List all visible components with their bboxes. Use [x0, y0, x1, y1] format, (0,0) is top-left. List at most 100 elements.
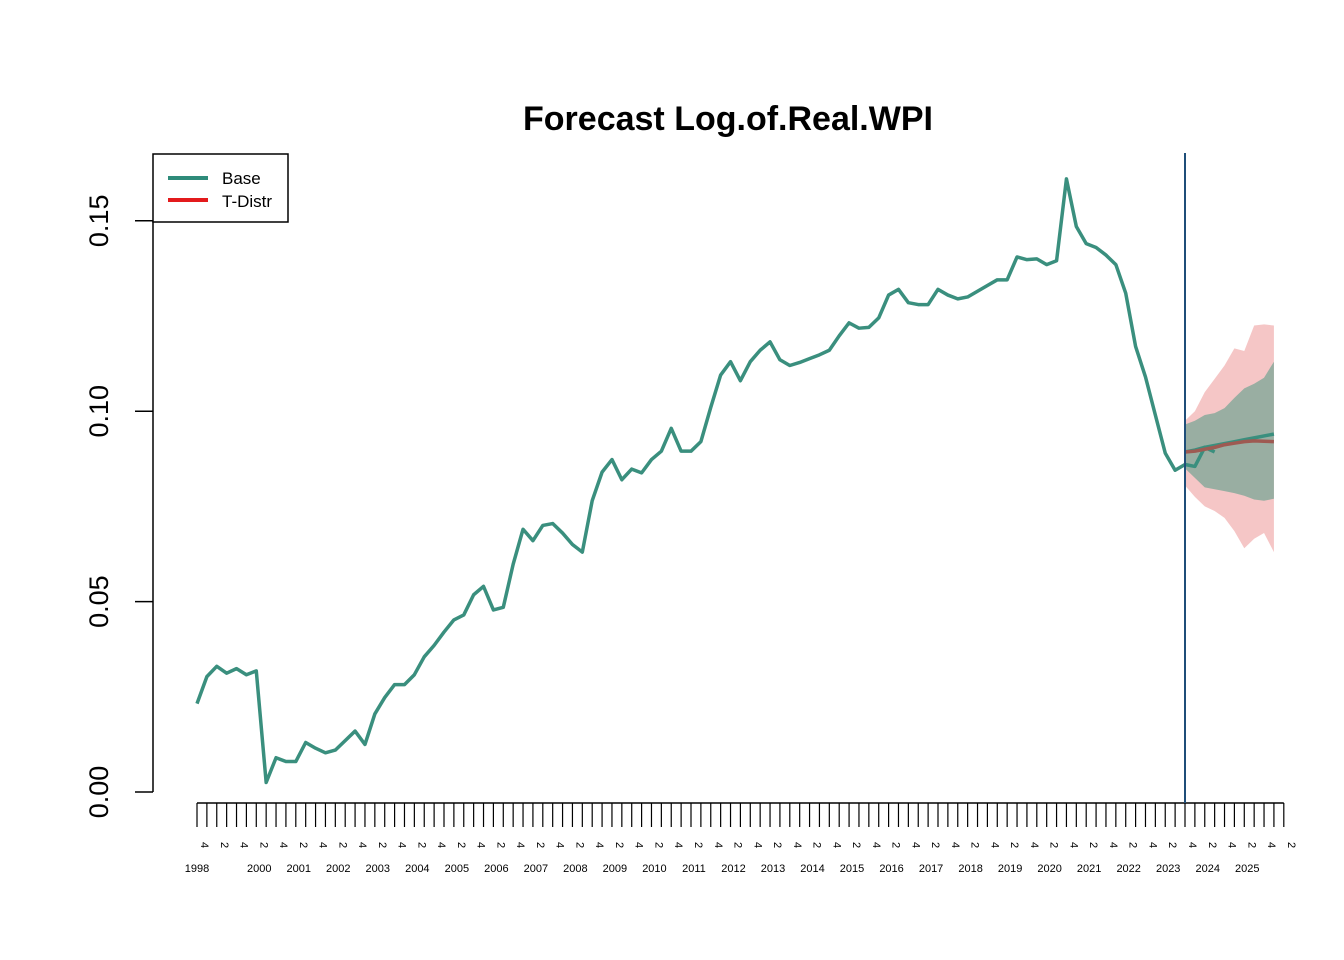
- x-quarter-label: 2: [1245, 842, 1257, 848]
- x-quarter-label: 4: [1146, 842, 1158, 848]
- x-year-label: 2014: [800, 863, 824, 875]
- chart-title: Forecast Log.of.Real.WPI: [523, 100, 933, 138]
- x-year-label: 2017: [919, 863, 943, 875]
- x-quarter-label: 4: [1067, 842, 1079, 848]
- x-year-label: 2018: [958, 863, 982, 875]
- x-quarter-label: 4: [238, 842, 250, 848]
- series-line: [195, 177, 1216, 785]
- x-quarter-label: 4: [830, 842, 842, 848]
- x-year-label: 2002: [326, 863, 350, 875]
- x-year-label: 2003: [366, 863, 390, 875]
- forecast-band: [1185, 361, 1274, 501]
- x-quarter-label: 2: [455, 842, 467, 848]
- x-year-label: 2021: [1077, 863, 1101, 875]
- x-year-label: 2000: [247, 863, 271, 875]
- x-quarter-label: 2: [1206, 842, 1218, 848]
- x-year-label: 2007: [524, 863, 548, 875]
- x-quarter-label: 4: [909, 842, 921, 848]
- x-quarter-label: 2: [1285, 842, 1297, 848]
- x-year-label: 2023: [1156, 863, 1180, 875]
- x-year-label: 2015: [840, 863, 864, 875]
- x-quarter-label: 4: [672, 842, 684, 848]
- x-quarter-label: 4: [198, 842, 210, 848]
- x-quarter-label: 4: [949, 842, 961, 848]
- x-quarter-label: 2: [218, 842, 230, 848]
- x-quarter-label: 4: [791, 842, 803, 848]
- x-quarter-label: 2: [1166, 842, 1178, 848]
- x-quarter-label: 4: [435, 842, 447, 848]
- y-tick-label: 0.05: [84, 575, 114, 628]
- x-quarter-label: 2: [850, 842, 862, 848]
- x-quarter-label: 2: [1048, 842, 1060, 848]
- legend-box: [152, 153, 289, 223]
- x-quarter-label: 2: [257, 842, 269, 848]
- x-quarter-label: 2: [692, 842, 704, 848]
- x-quarter-label: 2: [732, 842, 744, 848]
- x-quarter-label: 4: [475, 842, 487, 848]
- x-year-label: 2010: [642, 863, 666, 875]
- x-quarter-label: 2: [1127, 842, 1139, 848]
- x-quarter-label: 2: [376, 842, 388, 848]
- x-quarter-label: 2: [1087, 842, 1099, 848]
- x-quarter-label: 2: [415, 842, 427, 848]
- x-quarter-label: 4: [633, 842, 645, 848]
- x-year-label: 2009: [603, 863, 627, 875]
- x-quarter-label: 2: [929, 842, 941, 848]
- x-quarter-label: 2: [771, 842, 783, 848]
- x-year-label: 2001: [287, 863, 311, 875]
- x-quarter-label: 2: [811, 842, 823, 848]
- x-quarter-label: 2: [297, 842, 309, 848]
- x-quarter-label: 2: [534, 842, 546, 848]
- x-quarter-label: 2: [573, 842, 585, 848]
- y-tick-label: 0.00: [84, 766, 114, 819]
- legend-label-t-distr: T-Distr: [222, 192, 272, 211]
- forecast-bands: [1185, 324, 1274, 553]
- y-axis: 0.00 0.05 0.10 0.15: [84, 195, 154, 819]
- x-axis: 4 2 4 2 4 2 4 2 4 2 4 2 4 2 4 2 4 2 4 2 4 2 4 2 4 2 4 2 4 2 4 2 4 2 4 2 4 2 4 2…: [185, 802, 1297, 875]
- x-quarter-label: 4: [593, 842, 605, 848]
- x-quarter-label: 4: [1186, 842, 1198, 848]
- x-year-label: 2020: [1037, 863, 1061, 875]
- series-line: [1184, 439, 1274, 454]
- x-quarter-label: 4: [356, 842, 368, 848]
- x-quarter-label: 4: [870, 842, 882, 848]
- legend-label-base: Base: [222, 169, 261, 188]
- x-year-label: 1998: [185, 863, 209, 875]
- x-year-label: 2016: [879, 863, 903, 875]
- x-year-label: 2019: [998, 863, 1022, 875]
- x-year-label: 2004: [405, 863, 429, 875]
- x-quarter-label: 4: [712, 842, 724, 848]
- x-year-label: 2025: [1235, 863, 1259, 875]
- x-quarter-label: 2: [494, 842, 506, 848]
- x-quarter-label: 4: [1265, 842, 1277, 848]
- series-lines: [195, 177, 1275, 785]
- x-quarter-label: 4: [751, 842, 763, 848]
- x-year-label: 2024: [1195, 863, 1219, 875]
- y-tick-label: 0.15: [84, 195, 114, 248]
- x-quarter-label: 2: [890, 842, 902, 848]
- x-quarter-label: 2: [613, 842, 625, 848]
- x-year-label: 2022: [1116, 863, 1140, 875]
- y-tick-label: 0.10: [84, 385, 114, 438]
- x-quarter-label: 2: [336, 842, 348, 848]
- x-year-label: 2012: [721, 863, 745, 875]
- x-quarter-label: 4: [396, 842, 408, 848]
- x-quarter-label: 4: [1107, 842, 1119, 848]
- x-quarter-label: 4: [277, 842, 289, 848]
- x-quarter-label: 4: [514, 842, 526, 848]
- x-quarter-label: 4: [554, 842, 566, 848]
- x-year-label: 2008: [563, 863, 587, 875]
- x-quarter-label: 4: [988, 842, 1000, 848]
- x-year-label: 2006: [484, 863, 508, 875]
- x-quarter-label: 2: [1008, 842, 1020, 848]
- x-quarter-label: 4: [1226, 842, 1238, 848]
- legend: Base T-Distr: [152, 153, 289, 223]
- x-quarter-label: 4: [317, 842, 329, 848]
- x-year-label: 2005: [445, 863, 469, 875]
- x-quarter-label: 2: [969, 842, 981, 848]
- x-quarter-label: 4: [1028, 842, 1040, 848]
- x-quarter-label: 2: [652, 842, 664, 848]
- x-year-label: 2013: [761, 863, 785, 875]
- x-year-label: 2011: [682, 863, 706, 875]
